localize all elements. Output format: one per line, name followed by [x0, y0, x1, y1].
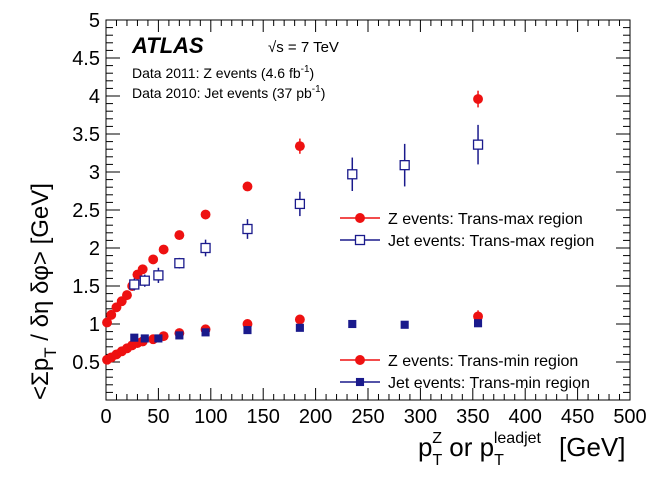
x-label-mid: or p: [442, 432, 494, 462]
y-tick-label: 2.5: [72, 200, 100, 222]
data-point: [148, 254, 159, 265]
x-label-unit: [GeV]: [559, 432, 625, 462]
data-point: [473, 311, 483, 322]
series-4: [130, 319, 483, 343]
data-point: [153, 270, 164, 281]
x-tick-label: 100: [194, 406, 227, 428]
legend: Z events: Trans-max region Jet events: Tr…: [340, 211, 594, 392]
legend-label: Jet events: Trans-max region: [388, 233, 594, 250]
data-point: [294, 198, 306, 210]
data-point: [201, 328, 210, 337]
x-tick-label: 500: [613, 406, 646, 428]
legend-marker: [354, 234, 366, 246]
legend-z-trans-max: Z events: Trans-max region: [340, 211, 583, 228]
info-line-jet-tail: ): [321, 85, 326, 101]
x-tick-label: 300: [404, 406, 437, 428]
legend-label: Z events: Trans-min region: [388, 353, 578, 370]
info-line-z-sup: -1: [301, 64, 310, 75]
data-point: [122, 290, 132, 301]
y-label-main: <Σp: [27, 358, 54, 400]
y-tick-label: 5: [89, 10, 100, 32]
legend-marker: [355, 355, 365, 365]
series-2: [129, 124, 484, 291]
info-line-z-tail: ): [310, 65, 315, 81]
x-axis-label: pTZ or pTleadjet [GeV]: [418, 430, 625, 469]
x-tick-label: 350: [456, 406, 489, 428]
x-label-sub1: T: [432, 452, 442, 469]
x-tick-label: 250: [351, 406, 384, 428]
y-axis-label: <ΣpT / δη δφ> [GeV]: [27, 183, 60, 400]
data-point: [102, 317, 112, 328]
data-point: [154, 334, 163, 343]
legend-z-trans-min: Z events: Trans-min region: [340, 353, 578, 370]
y-tick-label: 3.5: [72, 124, 100, 146]
legend-label: Jet events: Trans-min region: [388, 375, 590, 392]
legend-marker: [355, 213, 365, 223]
data-point: [174, 230, 185, 241]
data-marks: [102, 90, 484, 365]
data-point: [158, 244, 169, 255]
data-point: [242, 223, 253, 235]
x-tick-label: 200: [299, 406, 332, 428]
data-point: [129, 279, 140, 290]
atlas-label: ATLAS: [131, 33, 204, 58]
x-label-sub2: T: [494, 452, 504, 469]
x-tick-label: 150: [247, 406, 280, 428]
info-line-z-text: Data 2011: Z events (4.6 fb: [132, 65, 301, 81]
legend-marker: [355, 377, 365, 387]
data-point: [294, 314, 305, 325]
y-tick-label: 3: [89, 162, 100, 184]
data-point: [347, 169, 358, 180]
info-line-jet-text: Data 2010: Jet events (37 pb: [132, 85, 312, 101]
data-point: [200, 242, 211, 254]
x-tick-label: 450: [561, 406, 594, 428]
y-tick-label: 0.5: [72, 352, 100, 374]
data-point: [473, 319, 483, 328]
info-line-jet-sup: -1: [312, 84, 321, 95]
data-point: [139, 275, 150, 286]
data-point: [200, 209, 211, 220]
legend-label: Z events: Trans-max region: [388, 211, 583, 228]
y-tick-label: 1: [89, 314, 100, 336]
y-tick-label: 1.5: [72, 276, 100, 298]
axis-ticks: 0 50 100 150 200 250 300 350 400 450 500 0.5 1 1.5 2 2.…: [72, 10, 647, 428]
data-point: [399, 160, 410, 171]
data-point: [348, 319, 357, 329]
x-tick-label: 0: [100, 406, 111, 428]
data-point: [130, 333, 139, 342]
data-point: [242, 181, 253, 192]
legend-jet-trans-min: Jet events: Trans-min region: [340, 375, 590, 392]
legend-jet-trans-max: Jet events: Trans-max region: [340, 233, 594, 250]
data-point: [175, 331, 184, 340]
energy-label: √s = 7 TeV: [268, 39, 339, 56]
y-label-sub: T: [41, 347, 60, 357]
data-point: [295, 323, 304, 332]
data-point: [106, 309, 117, 320]
data-point: [400, 320, 409, 329]
x-label-p1: p: [418, 432, 432, 462]
data-point: [294, 141, 305, 152]
info-line-z: Data 2011: Z events (4.6 fb-1): [132, 64, 314, 81]
y-tick-label: 4: [89, 86, 100, 108]
data-point: [243, 326, 252, 335]
data-point: [140, 334, 149, 343]
x-tick-label: 400: [509, 406, 542, 428]
x-label-sup2: leadjet: [494, 430, 542, 447]
x-tick-label: 50: [147, 406, 169, 428]
y-tick-label: 2: [89, 238, 100, 260]
x-label-sup1: Z: [432, 430, 442, 447]
info-line-jet: Data 2010: Jet events (37 pb-1): [132, 84, 325, 101]
data-point: [137, 264, 148, 275]
data-point: [174, 258, 185, 269]
y-label-rest: / δη δφ> [GeV]: [27, 183, 54, 347]
data-point: [472, 139, 484, 150]
y-tick-label: 4.5: [72, 48, 100, 70]
data-point: [473, 94, 483, 104]
